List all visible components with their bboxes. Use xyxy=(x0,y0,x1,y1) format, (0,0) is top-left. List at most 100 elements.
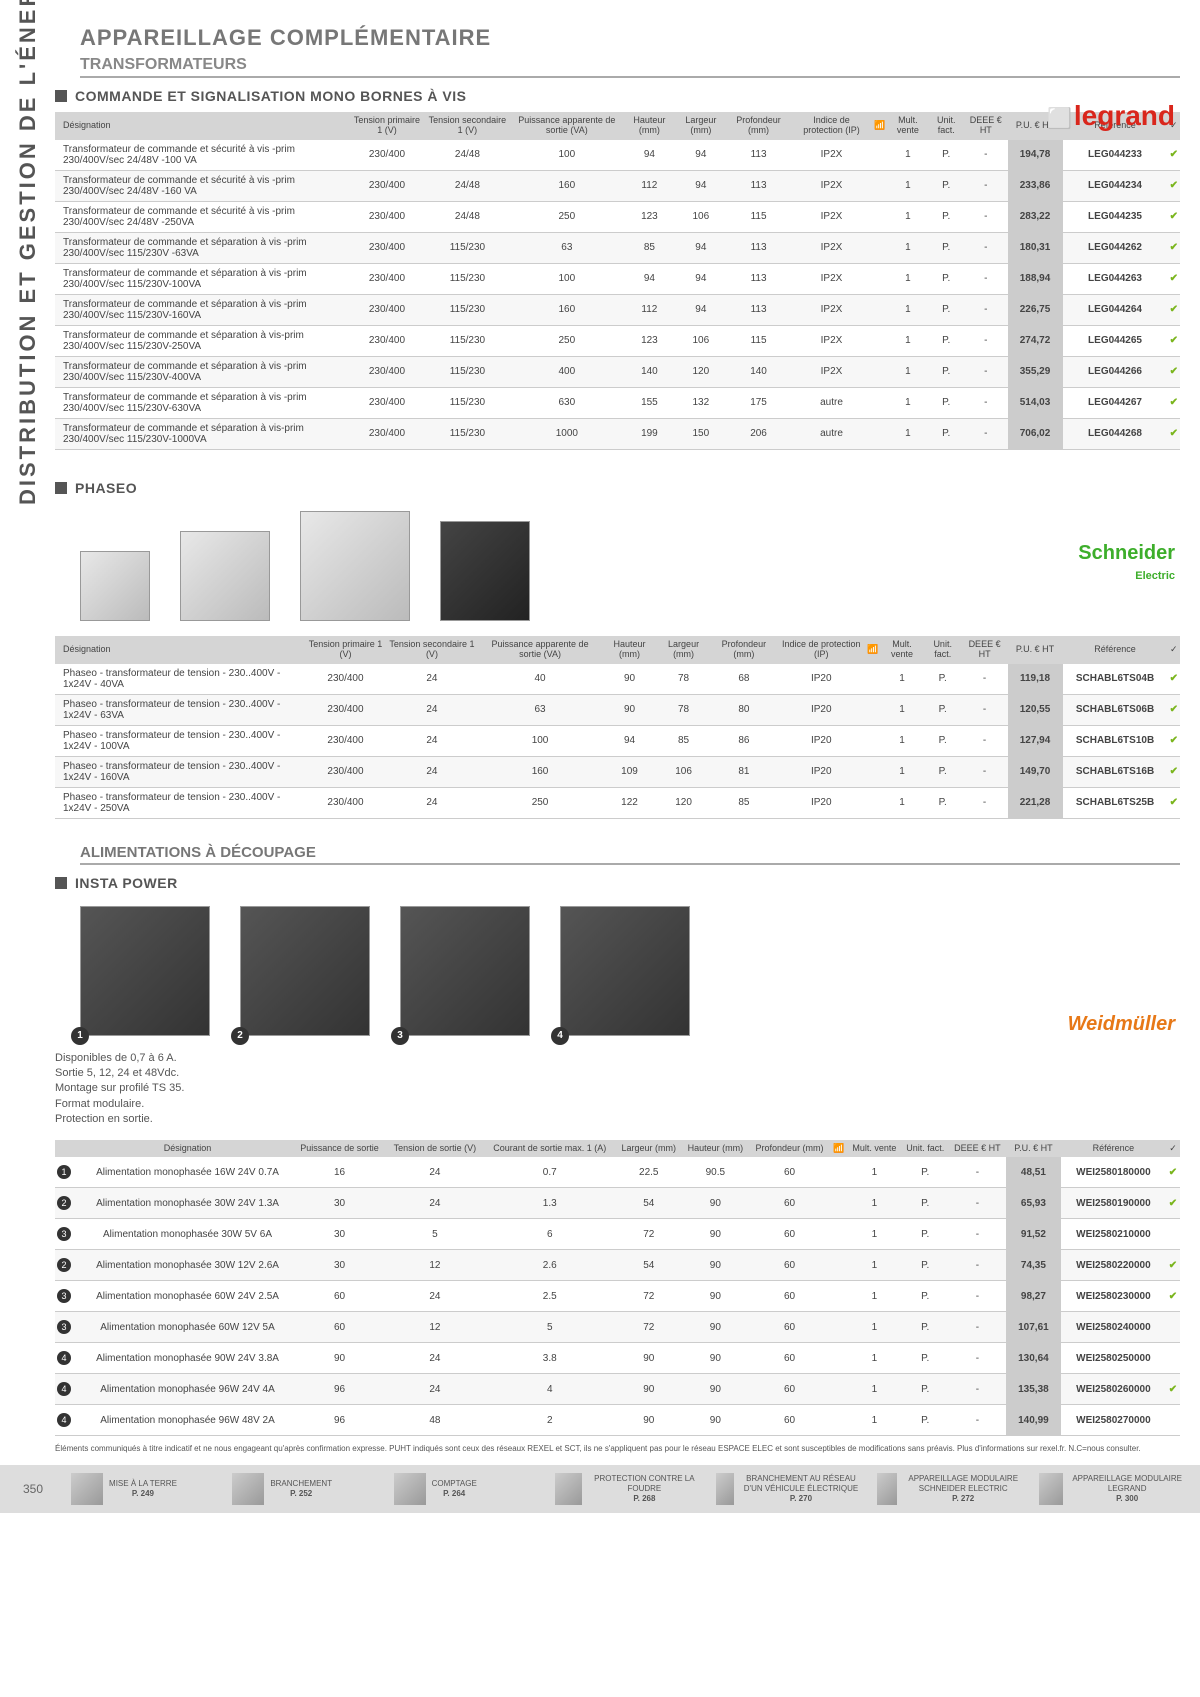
cell xyxy=(830,1374,847,1405)
table-row: 3Alimentation monophasée 30W 5V 6A305672… xyxy=(55,1219,1180,1250)
cell: 90 xyxy=(682,1188,749,1219)
col-header: Unit. fact. xyxy=(928,112,964,140)
cell: 48 xyxy=(386,1405,484,1436)
footer-link[interactable]: BRANCHEMENT AU RÉSEAU D'UN VÉHICULE ÉLEC… xyxy=(716,1473,862,1505)
cell: - xyxy=(964,232,1007,263)
footer-link[interactable]: MISE À LA TERREP. 249 xyxy=(71,1473,217,1505)
cell: 91,52 xyxy=(1006,1219,1061,1250)
cell: 90 xyxy=(682,1374,749,1405)
cell: 115/230 xyxy=(425,232,511,263)
cell: 4 xyxy=(55,1374,82,1405)
cell: 400 xyxy=(510,356,623,387)
col-header: Hauteur (mm) xyxy=(602,636,657,664)
cell: ✔ xyxy=(1168,263,1180,294)
cell: P. xyxy=(928,356,964,387)
table-row: Transformateur de commande et séparation… xyxy=(55,232,1180,263)
cell xyxy=(872,325,887,356)
cell: 199 xyxy=(623,418,675,449)
cell: - xyxy=(949,1250,1006,1281)
cell: P. xyxy=(902,1250,949,1281)
cell: WEI2580210000 xyxy=(1061,1219,1166,1250)
cell: 230/400 xyxy=(349,325,424,356)
footer-link[interactable]: COMPTAGEP. 264 xyxy=(394,1473,540,1505)
cell: 94 xyxy=(623,263,675,294)
cell: 90 xyxy=(602,664,657,695)
cell: Alimentation monophasée 30W 5V 6A xyxy=(82,1219,293,1250)
col-header: Désignation xyxy=(82,1140,293,1158)
col-header: Unit. fact. xyxy=(924,636,962,664)
cell: ✔ xyxy=(1168,325,1180,356)
cell xyxy=(830,1281,847,1312)
table-row: 4Alimentation monophasée 90W 24V 3.8A902… xyxy=(55,1343,1180,1374)
col-header: Puissance de sortie xyxy=(293,1140,386,1158)
subsection-header: PHASEO xyxy=(55,480,1180,496)
col-header: Référence xyxy=(1063,636,1168,664)
cell: 160 xyxy=(478,756,602,787)
cell: - xyxy=(964,325,1007,356)
cell: 1 xyxy=(887,356,928,387)
cell: 1 xyxy=(887,263,928,294)
col-header: 📶 xyxy=(830,1140,847,1158)
cell: 60 xyxy=(749,1312,830,1343)
col-header: DEEE € HT xyxy=(962,636,1008,664)
cell: 113 xyxy=(726,232,790,263)
col-header: Référence xyxy=(1061,1140,1166,1158)
cell: ✔ xyxy=(1168,418,1180,449)
table-3: DésignationPuissance de sortieTension de… xyxy=(55,1140,1180,1437)
footer-link[interactable]: APPAREILLAGE MODULAIRE LEGRANDP. 300 xyxy=(1039,1473,1185,1505)
cell: 150 xyxy=(675,418,726,449)
page-title: APPAREILLAGE COMPLÉMENTAIRE xyxy=(80,25,1180,51)
brand-weidmuller: Weidmüller xyxy=(1068,1013,1175,1036)
table-row: 2Alimentation monophasée 30W 24V 1.3A302… xyxy=(55,1188,1180,1219)
footer-thumb xyxy=(71,1473,103,1505)
col-header: Courant de sortie max. 1 (A) xyxy=(484,1140,616,1158)
cell: 1 xyxy=(887,294,928,325)
cell: Phaseo - transformateur de tension - 230… xyxy=(55,756,305,787)
cell: 30 xyxy=(293,1188,386,1219)
product-image xyxy=(80,551,150,621)
table-row: 4Alimentation monophasée 96W 48V 2A96482… xyxy=(55,1405,1180,1436)
col-header: Désignation xyxy=(55,636,305,664)
cell: LEG044268 xyxy=(1063,418,1168,449)
cell: 283,22 xyxy=(1008,201,1063,232)
cell: 78 xyxy=(657,664,711,695)
cell: 94 xyxy=(675,294,726,325)
cell: 100 xyxy=(510,263,623,294)
footer-thumb xyxy=(232,1473,264,1505)
col-header: Unit. fact. xyxy=(902,1140,949,1158)
cell: SCHABL6TS25B xyxy=(1063,787,1168,818)
footer-link[interactable]: PROTECTION CONTRE LA FOUDREP. 268 xyxy=(555,1473,701,1505)
cell: 106 xyxy=(657,756,711,787)
cell: Transformateur de commande et sécurité à… xyxy=(55,170,349,201)
badge-icon: 3 xyxy=(391,1027,409,1045)
notes-text: Disponibles de 0,7 à 6 A.Sortie 5, 12, 2… xyxy=(55,1051,1180,1128)
cell: 230/400 xyxy=(349,294,424,325)
col-header: Mult. vente xyxy=(880,636,923,664)
cell: 60 xyxy=(749,1250,830,1281)
cell: 80 xyxy=(710,694,777,725)
product-images: 1 2 3 4 xyxy=(80,906,1180,1036)
cell: 630 xyxy=(510,387,623,418)
cell: P. xyxy=(902,1157,949,1188)
cell: LEG044263 xyxy=(1063,263,1168,294)
cell: WEI2580270000 xyxy=(1061,1405,1166,1436)
cell: 514,03 xyxy=(1008,387,1063,418)
cell: 2.5 xyxy=(484,1281,616,1312)
cell: ✔ xyxy=(1168,294,1180,325)
cell: 1 xyxy=(887,140,928,171)
cell: 1000 xyxy=(510,418,623,449)
cell: - xyxy=(962,725,1008,756)
cell: P. xyxy=(924,694,962,725)
row-badge-icon: 4 xyxy=(57,1351,71,1365)
footer-thumb xyxy=(1039,1473,1064,1505)
cell: IP2X xyxy=(791,140,872,171)
footer-link[interactable]: BRANCHEMENTP. 252 xyxy=(232,1473,378,1505)
badge-icon: 2 xyxy=(231,1027,249,1045)
cell: P. xyxy=(924,664,962,695)
cell: 140,99 xyxy=(1006,1405,1061,1436)
footer-link[interactable]: APPAREILLAGE MODULAIRE SCHNEIDER ELECTRI… xyxy=(877,1473,1023,1505)
cell: WEI2580260000 xyxy=(1061,1374,1166,1405)
col-header: Profondeur (mm) xyxy=(749,1140,830,1158)
cell: WEI2580230000 xyxy=(1061,1281,1166,1312)
cell: 72 xyxy=(616,1219,682,1250)
